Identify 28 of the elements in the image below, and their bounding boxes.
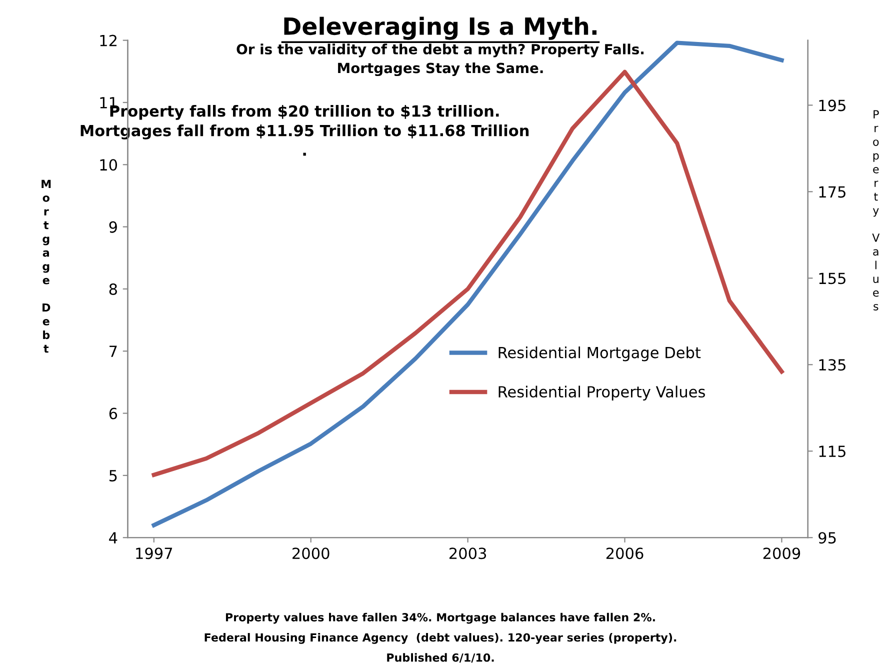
- y-tick-label: 12: [100, 34, 116, 46]
- y2-tick-label: 175: [819, 186, 846, 198]
- legend-label: Residential Mortgage Debt: [498, 346, 701, 362]
- y-tick-label: 7: [110, 346, 117, 357]
- text: Federal Housing Finance Agency (debt values). 120-year series (property).: [204, 633, 676, 644]
- text: Property values have fallen 34%. Mortgage balances have fallen 2%.: [226, 612, 655, 624]
- chart-title: Deleveraging Is a Myth.: [284, 16, 596, 40]
- text: Published 6/1/10.: [387, 653, 494, 663]
- y-tick-label: 5: [109, 470, 117, 482]
- legend-label: Residential Property Values: [498, 386, 705, 401]
- y2-tick-label: 195: [819, 100, 846, 112]
- y2-tick-label: 95: [818, 532, 836, 544]
- text: Mortgage Debt: [42, 180, 51, 353]
- x-tick-label: 2006: [606, 548, 644, 560]
- y2-tick-label: 155: [819, 272, 846, 284]
- y-tick-label: 6: [109, 408, 118, 420]
- y-tick-label: 4: [109, 532, 118, 544]
- y2-tick-label: 115: [819, 446, 846, 458]
- y-tick-label: 9: [109, 221, 117, 233]
- text: Property Values: [872, 110, 880, 310]
- y2-tick-label: 135: [819, 359, 846, 371]
- y-tick-label: 10: [100, 159, 118, 171]
- x-tick-label: 1997: [136, 548, 172, 560]
- x-tick-label: 2003: [449, 548, 486, 560]
- text: Or is the validity of the debt a myth? Property Falls. Mortgages Stay the Same.: [236, 44, 644, 76]
- x-tick-label: 2009: [763, 548, 800, 560]
- x-tick-label: 2000: [292, 548, 330, 560]
- y-tick-label: 8: [109, 283, 117, 295]
